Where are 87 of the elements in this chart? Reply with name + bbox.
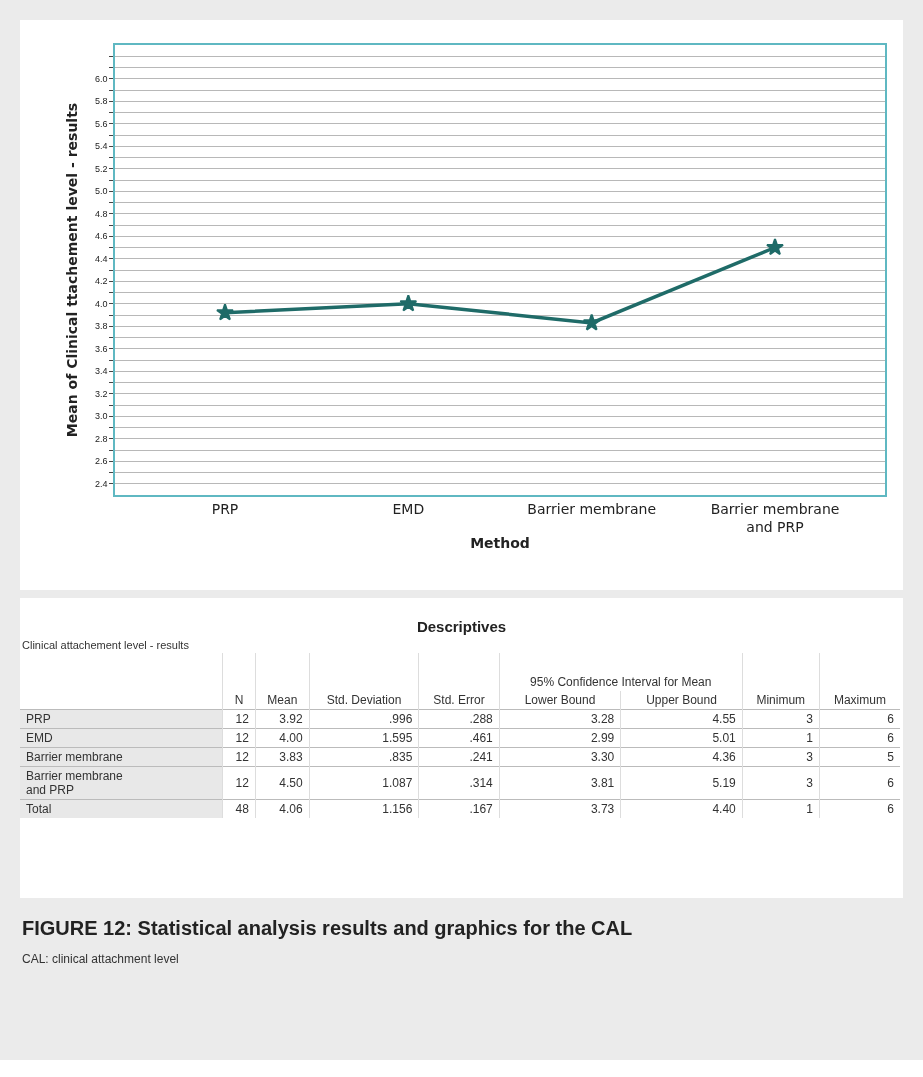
data-label: .314 [418, 766, 500, 800]
y-tick-label: 4.6 [94, 231, 108, 242]
data-label: 4.55 [620, 709, 743, 729]
text: Barrier membrane and PRP [20, 766, 223, 800]
data-label: 4.00 [255, 728, 310, 748]
category-label: Mean [255, 691, 310, 710]
y-tick-label: 2.8 [94, 433, 108, 444]
data-label: 3.73 [499, 799, 621, 818]
x-tick-label: Barrier membrane and PRP [710, 500, 840, 535]
data-label: 3.28 [499, 709, 621, 729]
data-label: 12 [222, 747, 256, 767]
data-label: 12 [222, 728, 256, 748]
y-tick-label: 5.6 [94, 118, 108, 129]
data-label: 12 [222, 709, 256, 729]
data-label: 5.19 [620, 766, 743, 800]
data-label: 3.30 [499, 747, 621, 767]
data-label: .167 [418, 799, 500, 818]
data-label: 2.99 [499, 728, 621, 748]
text: EMD [20, 728, 223, 748]
x-tick-label: PRP [211, 500, 239, 517]
data-label: 1.087 [309, 766, 419, 800]
data-label: 4.50 [255, 766, 310, 800]
category-label: Lower Bound [499, 691, 621, 710]
x-tick-label: EMD [392, 500, 425, 517]
text: Descriptives [415, 617, 508, 637]
data-label: 4.40 [620, 799, 743, 818]
y-tick-label: 4.0 [94, 298, 108, 309]
category-label: Maximum [819, 691, 900, 710]
y-tick-label: 2.4 [94, 478, 108, 489]
series-label: PRP [20, 709, 223, 729]
data-label: 3 [742, 709, 820, 729]
y-tick-label: 3.8 [94, 321, 108, 332]
category-label: Upper Bound [620, 691, 743, 710]
category-label: Std. Deviation [309, 691, 419, 710]
x-axis-title: Method [470, 534, 530, 551]
data-label: 4.36 [620, 747, 743, 767]
y-tick-label: 4.4 [94, 253, 108, 264]
data-label: 3.83 [255, 747, 310, 767]
point [216, 303, 234, 321]
data-label: 5 [819, 747, 900, 767]
text: Barrier membrane [20, 747, 223, 767]
y-tick-label: 4.8 [94, 208, 108, 219]
data-label: 3.81 [499, 766, 621, 800]
data-label: 12 [222, 766, 256, 800]
text: FIGURE 12: Statistical analysis results and graphics for the CAL [21, 916, 634, 941]
y-tick-label: 5.4 [94, 141, 108, 152]
data-label: 3.92 [255, 709, 310, 729]
y-tick-label: 3.4 [94, 366, 108, 377]
text: CAL: clinical attachment level [21, 951, 180, 968]
data-label: .461 [418, 728, 500, 748]
y-tick-label: 5.0 [94, 186, 108, 197]
data-label: 1.156 [309, 799, 419, 818]
data-label: .835 [309, 747, 419, 767]
point [399, 294, 418, 312]
data-label: 6 [819, 766, 900, 800]
y-tick-label: 5.2 [94, 163, 108, 174]
data-label: 3 [742, 747, 820, 767]
category-label: Std. Error [418, 691, 500, 710]
data-label: 48 [222, 799, 256, 818]
data-label: .288 [418, 709, 500, 729]
y-tick-label: 6.0 [94, 73, 108, 84]
category-label: Minimum [742, 691, 820, 710]
data-label: 1.595 [309, 728, 419, 748]
text: Total [20, 799, 223, 818]
point [766, 238, 784, 256]
category-label: N [222, 691, 256, 710]
data-label: .996 [309, 709, 419, 729]
y-tick-label: 3.0 [94, 411, 108, 422]
y-tick-label: 5.8 [94, 96, 108, 107]
data-label: 6 [819, 709, 900, 729]
y-tick-label: 3.2 [94, 388, 108, 399]
y-tick-label: 3.6 [94, 343, 108, 354]
data-label: 3 [742, 766, 820, 800]
data-label: 1 [742, 728, 820, 748]
data-label: 4.06 [255, 799, 310, 818]
data-label: .241 [418, 747, 500, 767]
data-label: 1 [742, 799, 820, 818]
text: Clinical attachement level - results [21, 639, 190, 653]
y-tick-label: 4.2 [94, 276, 108, 287]
text: 95% Confidence Interval for Mean [499, 653, 743, 691]
data-label: 6 [819, 799, 900, 818]
y-tick-label: 2.6 [94, 456, 108, 467]
point [582, 313, 601, 331]
data-label: 6 [819, 728, 900, 748]
y-axis-title: Mean of Clinical ttachement level - results [63, 102, 80, 438]
data-label: 5.01 [620, 728, 743, 748]
x-tick-label: Barrier membrane [527, 500, 657, 517]
